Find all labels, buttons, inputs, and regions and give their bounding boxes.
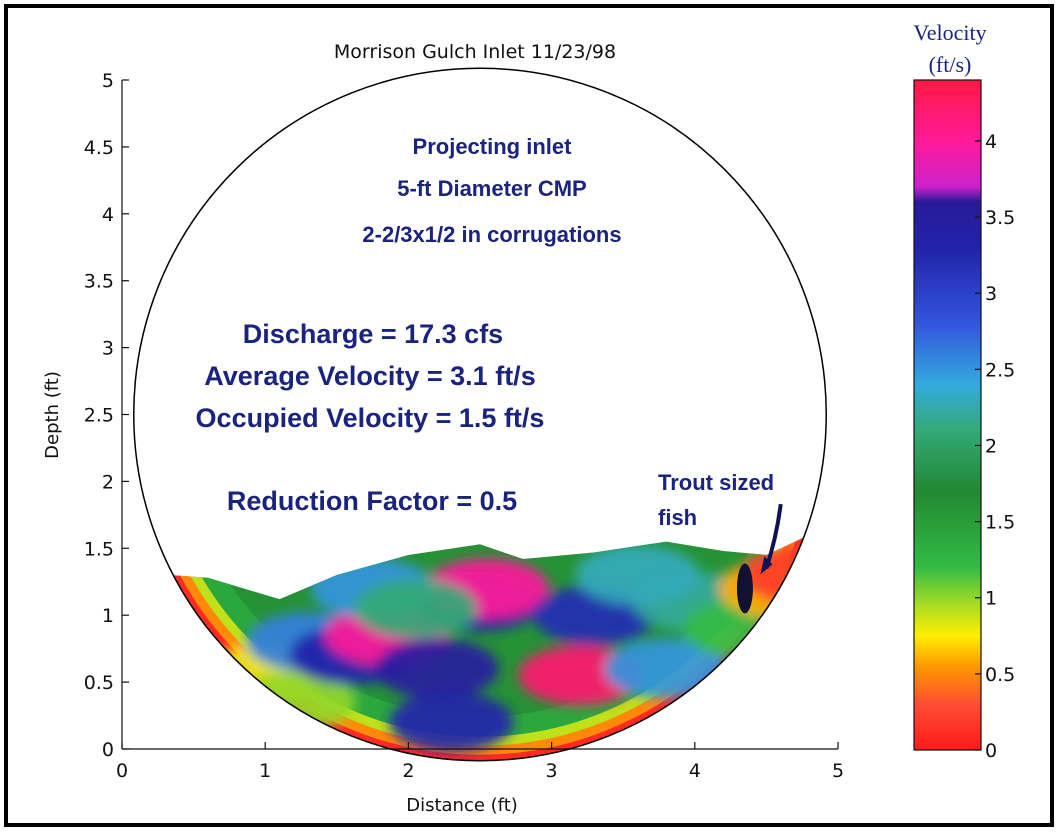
colorbar-unit: (ft/s) [929, 52, 972, 77]
plot-axes: 0 1 2 3 4 5 0 0.5 1 1.5 2 2.5 3 3.5 4 4.5 5 [84, 70, 844, 782]
colorbar-tick-label: 1.5 [985, 512, 1015, 534]
velocity-patch [575, 545, 700, 606]
velocity-patch [389, 692, 514, 753]
annotation-discharge: Discharge = 17.3 cfs [243, 319, 503, 349]
colorbar-tick-label: 1 [985, 588, 997, 610]
y-tick-label: 3 [102, 338, 114, 360]
annotation-average-velocity: Average Velocity = 3.1 ft/s [204, 361, 535, 391]
colorbar-tick-label: 2.5 [985, 359, 1015, 381]
annotation-fish-line2: fish [658, 505, 697, 530]
colorbar: Velocity (ft/s) 0 0.5 1 1.5 2 2.5 3 3.5 4 [913, 20, 1015, 762]
culvert-outline [133, 67, 827, 762]
y-tick-label: 1.5 [84, 538, 114, 560]
colorbar-tick-label: 3 [985, 283, 997, 305]
x-tick-label: 0 [116, 760, 128, 782]
annotation-corrugations: 2-2/3x1/2 in corrugations [362, 222, 621, 247]
velocity-patch [740, 545, 827, 606]
annotation-occupied-velocity: Occupied Velocity = 1.5 ft/s [196, 403, 545, 433]
colorbar-title: Velocity [913, 20, 986, 45]
colorbar-tick-label: 4 [985, 131, 997, 153]
annotation-diameter: 5-ft Diameter CMP [397, 176, 586, 201]
y-axis-label: Depth (ft) [42, 371, 63, 459]
x-tick-label: 5 [832, 760, 844, 782]
colorbar-gradient [913, 79, 982, 751]
fish-arrow [760, 503, 783, 575]
annotations: Projecting inlet 5-ft Diameter CMP 2-2/3… [196, 134, 775, 530]
wall-velocity-ring [133, 534, 827, 761]
y-tick-label: 3.5 [84, 271, 114, 293]
colorbar-tick-label: 2 [985, 435, 997, 457]
velocity-patch [375, 638, 500, 699]
x-tick-label: 4 [689, 760, 701, 782]
colorbar-tick-label: 3.5 [985, 207, 1015, 229]
annotation-inlet-type: Projecting inlet [413, 134, 573, 159]
y-tick-label: 4 [102, 204, 114, 226]
y-tick-label: 4.5 [84, 137, 114, 159]
x-axis-label: Distance (ft) [406, 795, 518, 816]
x-tick-label: 2 [402, 760, 414, 782]
annotation-reduction-factor: Reduction Factor = 0.5 [227, 486, 517, 516]
y-tick-label: 2 [102, 471, 114, 493]
x-tick-label: 1 [259, 760, 271, 782]
annotation-fish-line1: Trout sized [658, 470, 774, 495]
y-tick-label: 5 [102, 70, 114, 92]
colorbar-tick-label: 0.5 [985, 664, 1015, 686]
chart-title: Morrison Gulch Inlet 11/23/98 [334, 41, 616, 63]
velocity-patch [353, 578, 478, 639]
y-tick-label: 0 [102, 739, 114, 761]
y-tick-label: 1 [102, 605, 114, 627]
x-tick-label: 3 [546, 760, 558, 782]
y-tick-label: 2.5 [84, 405, 114, 427]
fish-marker [736, 563, 753, 614]
y-tick-label: 0.5 [84, 672, 114, 694]
colorbar-tick-label: 0 [985, 740, 997, 762]
